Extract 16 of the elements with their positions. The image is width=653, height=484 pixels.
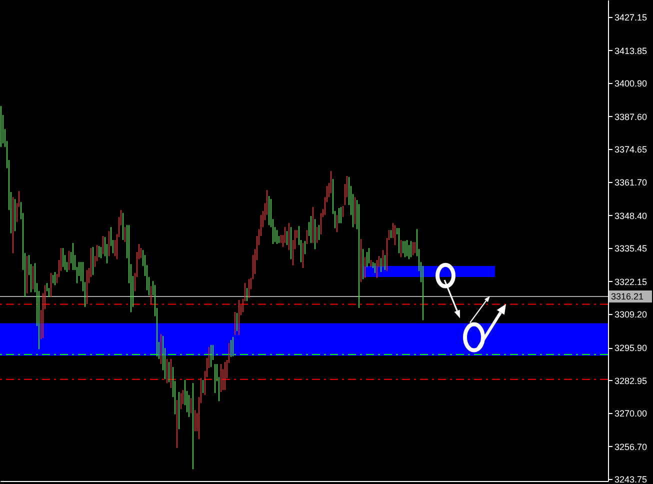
y-tick-label: 3256.70 [614,442,648,452]
y-tick-label: 3335.45 [614,243,648,254]
y-tick-label: 3309.20 [614,310,648,320]
y-tick-label: 3270.00 [614,408,648,418]
y-tick-label: 3400.90 [614,78,648,88]
y-tick-label: 3387.60 [614,112,648,122]
y-tick-label: 3374.65 [614,144,648,155]
ref-line-label: 3316.21 [611,291,644,302]
y-tick-label: 3348.40 [614,210,648,221]
y-tick-label: 3295.90 [614,343,648,354]
y-tick-label: 3361.70 [614,177,648,188]
y-tick-label: 3282.95 [614,376,648,386]
y-tick-label: 3322.15 [614,276,648,287]
y-tick-label: 3243.75 [614,474,648,484]
y-tick-label: 3427.15 [614,12,648,22]
y-tick-label: 3413.85 [614,46,648,56]
